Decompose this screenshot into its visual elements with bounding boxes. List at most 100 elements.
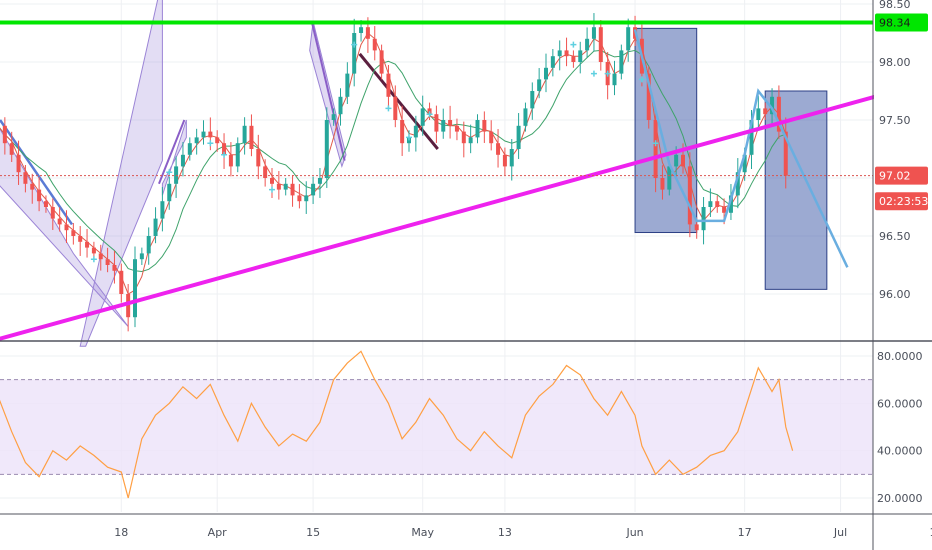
candle bbox=[71, 230, 76, 236]
candle bbox=[338, 96, 343, 115]
candle bbox=[194, 137, 199, 144]
candle bbox=[187, 143, 192, 155]
time-tick-label: Jun bbox=[625, 526, 643, 539]
oscillator-line bbox=[0, 350, 794, 499]
signal-marker bbox=[269, 186, 275, 193]
price-tick-label: 98.00 bbox=[879, 56, 911, 69]
candle bbox=[345, 73, 350, 97]
candle bbox=[537, 79, 542, 91]
candle bbox=[722, 207, 727, 213]
time-tick-label: 15 bbox=[929, 526, 932, 539]
oscillator-tick-label: 60.0000 bbox=[877, 397, 923, 410]
moving-average-fast bbox=[0, 32, 787, 295]
signal-marker bbox=[207, 140, 214, 147]
trendline bbox=[0, 78, 932, 341]
signal-marker bbox=[351, 41, 358, 48]
signal-marker bbox=[166, 169, 173, 176]
candle bbox=[276, 183, 281, 190]
candle bbox=[222, 143, 227, 155]
price-badge bbox=[875, 166, 928, 185]
candle bbox=[180, 154, 185, 167]
candle bbox=[482, 120, 487, 132]
candle bbox=[509, 149, 514, 167]
price-tick-label: 98.50 bbox=[879, 0, 911, 11]
price-tick-label: 96.50 bbox=[879, 230, 911, 243]
signal-marker bbox=[652, 140, 659, 147]
candle bbox=[544, 67, 548, 80]
candle bbox=[708, 201, 713, 207]
signal-marker bbox=[570, 41, 577, 48]
candle bbox=[413, 125, 418, 138]
candle bbox=[770, 96, 775, 115]
candle bbox=[50, 207, 55, 219]
candle bbox=[160, 201, 165, 219]
time-tick-label: Jul bbox=[833, 526, 847, 539]
candle bbox=[550, 56, 555, 68]
candle bbox=[715, 201, 720, 207]
price-badge bbox=[875, 192, 928, 211]
candle bbox=[763, 108, 768, 115]
candle bbox=[687, 166, 692, 225]
diagonal-line bbox=[358, 52, 439, 150]
oscillator-tick-label: 80.0000 bbox=[877, 350, 923, 363]
candle bbox=[30, 183, 35, 190]
moving-average-slow bbox=[0, 49, 786, 273]
signal-marker bbox=[604, 70, 611, 77]
candle bbox=[626, 27, 631, 51]
candle bbox=[756, 108, 761, 120]
projection-path bbox=[633, 29, 849, 268]
wedge-line bbox=[158, 119, 186, 185]
candle bbox=[749, 120, 754, 155]
candle bbox=[489, 131, 494, 144]
candle bbox=[461, 131, 466, 144]
candle bbox=[167, 183, 172, 202]
candle bbox=[297, 195, 302, 202]
candle bbox=[146, 236, 151, 254]
candle bbox=[578, 50, 583, 62]
candle bbox=[215, 137, 220, 144]
candle bbox=[448, 120, 453, 126]
candle bbox=[372, 38, 377, 51]
candle bbox=[783, 131, 788, 176]
candle bbox=[57, 218, 62, 225]
candle bbox=[290, 183, 295, 196]
candle bbox=[502, 154, 507, 167]
candle bbox=[91, 247, 96, 254]
candle bbox=[660, 178, 665, 190]
time-tick-label: Apr bbox=[208, 526, 228, 539]
candle bbox=[324, 120, 329, 178]
candle bbox=[694, 224, 699, 231]
candle bbox=[571, 56, 576, 62]
signal-marker bbox=[638, 76, 645, 83]
candle bbox=[133, 259, 137, 318]
time-tick-label: 17 bbox=[738, 526, 752, 539]
candle bbox=[98, 253, 103, 260]
candle bbox=[201, 131, 206, 138]
oscillator-band bbox=[0, 379, 873, 475]
candle bbox=[735, 172, 740, 196]
candle bbox=[153, 218, 158, 236]
candle bbox=[701, 207, 706, 231]
time-tick-label: 15 bbox=[306, 526, 320, 539]
price-badge-label: 97.02 bbox=[879, 170, 911, 183]
candle bbox=[43, 201, 48, 207]
candle bbox=[379, 50, 384, 74]
candle bbox=[85, 241, 90, 248]
candle bbox=[523, 108, 528, 126]
candle bbox=[612, 73, 617, 86]
candle bbox=[242, 125, 247, 144]
candle bbox=[475, 120, 480, 138]
candle bbox=[359, 27, 364, 33]
candle bbox=[283, 183, 288, 190]
candle bbox=[352, 33, 357, 74]
candle bbox=[112, 265, 117, 271]
candle bbox=[591, 27, 596, 39]
price-badge-label: 02:23:53 bbox=[879, 195, 928, 208]
candle bbox=[557, 50, 562, 57]
candle bbox=[249, 125, 254, 149]
candle bbox=[23, 172, 28, 184]
candle bbox=[420, 108, 425, 126]
candle bbox=[78, 236, 83, 242]
candle bbox=[674, 154, 679, 167]
